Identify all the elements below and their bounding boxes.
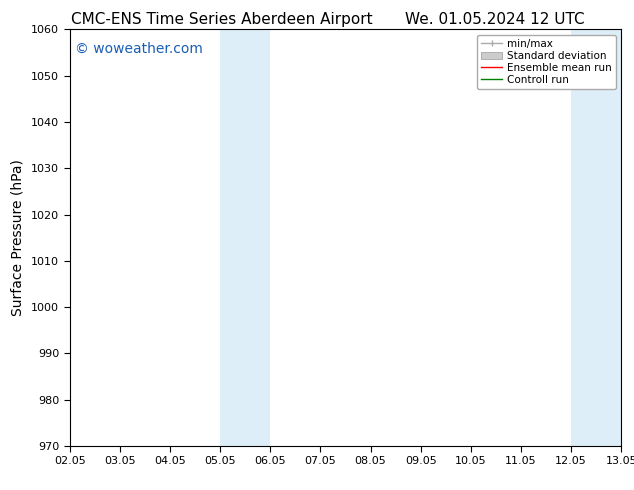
Bar xyxy=(220,29,270,446)
Legend: min/max, Standard deviation, Ensemble mean run, Controll run: min/max, Standard deviation, Ensemble me… xyxy=(477,35,616,89)
Text: © woweather.com: © woweather.com xyxy=(75,42,203,56)
Text: We. 01.05.2024 12 UTC: We. 01.05.2024 12 UTC xyxy=(404,12,585,27)
Text: CMC-ENS Time Series Aberdeen Airport: CMC-ENS Time Series Aberdeen Airport xyxy=(71,12,373,27)
Y-axis label: Surface Pressure (hPa): Surface Pressure (hPa) xyxy=(10,159,24,316)
Bar xyxy=(571,29,621,446)
